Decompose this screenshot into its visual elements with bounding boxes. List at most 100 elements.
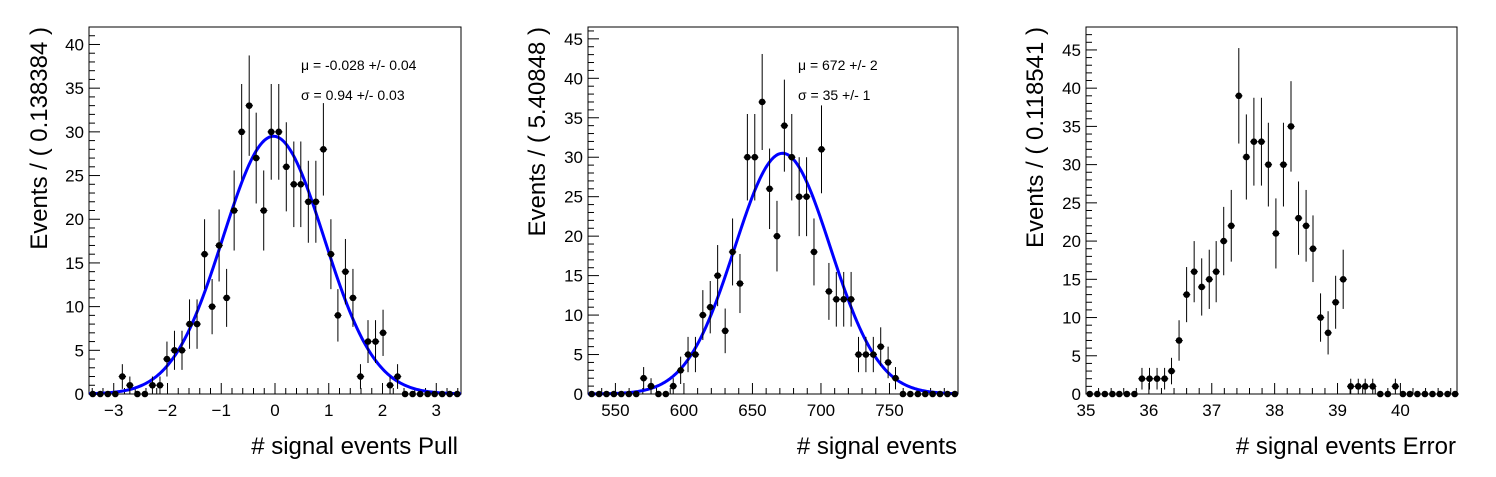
data-point xyxy=(588,390,595,398)
data-point xyxy=(692,351,699,358)
data-point xyxy=(238,128,245,136)
x-tick-label: 3 xyxy=(432,401,441,420)
data-point xyxy=(825,288,833,295)
y-tick-label: 30 xyxy=(65,123,84,142)
y-tick-label: 0 xyxy=(1072,385,1081,404)
data-point xyxy=(1451,390,1459,398)
data-point xyxy=(1168,367,1175,375)
data-point xyxy=(1302,222,1310,230)
data-point xyxy=(1309,245,1317,253)
data-point xyxy=(862,351,870,358)
data-point xyxy=(1175,337,1183,344)
y-tick-label: 15 xyxy=(1062,270,1081,289)
data-point xyxy=(744,153,751,161)
data-point xyxy=(178,347,186,354)
plot-frame xyxy=(88,26,462,395)
x-tick-label: 600 xyxy=(670,401,698,420)
x-tick-label: 550 xyxy=(601,401,629,420)
data-point xyxy=(1212,268,1220,275)
annotation-mu: μ = -0.028 +/- 0.04 xyxy=(301,57,417,73)
data-point xyxy=(1354,383,1362,390)
x-axis-label: # signal events Error xyxy=(1236,433,1456,460)
data-point xyxy=(706,303,714,311)
y-tick-label: 0 xyxy=(75,385,84,404)
data-point xyxy=(453,390,461,398)
data-point xyxy=(1392,383,1399,390)
y-tick-label: 25 xyxy=(1062,194,1081,213)
data-point xyxy=(944,390,951,398)
data-point xyxy=(921,390,929,398)
data-point xyxy=(632,390,640,398)
data-point xyxy=(1258,138,1265,145)
y-tick-label: 0 xyxy=(574,385,583,404)
data-point xyxy=(96,390,104,398)
y-tick-label: 35 xyxy=(564,109,583,128)
data-point xyxy=(119,373,126,380)
data-point xyxy=(1205,276,1213,283)
data-point xyxy=(795,193,803,200)
data-point xyxy=(884,359,892,366)
data-point xyxy=(1332,298,1339,306)
y-tick-label: 5 xyxy=(75,341,84,360)
data-point xyxy=(625,390,633,398)
data-point xyxy=(1153,375,1161,383)
x-axis-label: # signal events xyxy=(797,433,957,460)
data-point xyxy=(126,381,134,389)
data-point xyxy=(1183,291,1190,298)
data-point xyxy=(1339,276,1347,283)
y-tick-label: 35 xyxy=(65,79,84,98)
data-point xyxy=(855,351,862,358)
data-point xyxy=(1116,390,1123,398)
data-point xyxy=(1131,390,1138,398)
data-point xyxy=(833,295,840,303)
data-point xyxy=(595,390,603,398)
data-point xyxy=(758,98,766,106)
data-point xyxy=(1161,375,1168,383)
data-point xyxy=(1376,390,1384,398)
data-point xyxy=(1399,390,1407,398)
data-point xyxy=(282,163,290,171)
data-point xyxy=(810,248,818,256)
data-point xyxy=(655,390,662,398)
data-point xyxy=(171,347,178,354)
data-point xyxy=(781,122,788,129)
y-tick-label: 10 xyxy=(1062,309,1081,328)
data-point xyxy=(1324,329,1332,337)
data-point xyxy=(215,242,223,249)
data-point xyxy=(186,320,193,328)
data-point xyxy=(334,312,342,319)
data-point xyxy=(1361,383,1369,390)
y-tick-label: 10 xyxy=(65,298,84,317)
data-point xyxy=(372,338,379,345)
data-point xyxy=(1444,390,1451,398)
data-point xyxy=(677,367,684,374)
data-point xyxy=(951,390,959,398)
y-tick-label: 40 xyxy=(65,35,84,54)
data-point xyxy=(1250,138,1258,145)
data-point xyxy=(773,232,781,240)
data-point xyxy=(1347,383,1355,390)
data-point xyxy=(1287,123,1295,130)
data-point xyxy=(892,374,899,382)
data-point xyxy=(1190,268,1198,275)
data-point xyxy=(1123,390,1131,398)
data-point xyxy=(662,390,670,398)
data-point xyxy=(1243,153,1250,161)
annotation-sigma: σ = 35 +/- 1 xyxy=(798,87,871,103)
data-point xyxy=(618,390,625,398)
data-point xyxy=(669,382,677,390)
data-point xyxy=(1146,375,1153,383)
y-tick-label: 30 xyxy=(564,148,583,167)
data-point xyxy=(1436,390,1444,398)
data-point xyxy=(134,390,141,398)
x-tick-label: 36 xyxy=(1139,401,1158,420)
y-tick-label: 30 xyxy=(1062,156,1081,175)
data-point xyxy=(163,355,171,363)
data-point xyxy=(364,338,372,345)
data-point xyxy=(870,351,877,358)
y-axis-label: Events / ( 0.138384 ) xyxy=(26,27,53,250)
data-point xyxy=(907,390,914,398)
data-point xyxy=(104,390,112,398)
y-tick-label: 20 xyxy=(65,210,84,229)
data-point xyxy=(847,295,855,303)
